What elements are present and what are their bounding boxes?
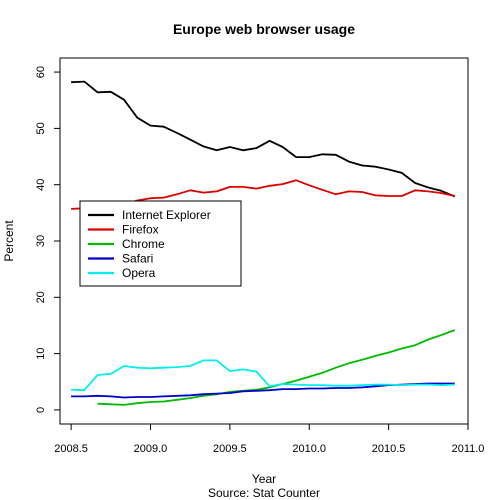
legend-label: Internet Explorer — [122, 208, 211, 222]
legend-label: Chrome — [122, 237, 165, 251]
x-tick-label: 2011.0 — [452, 443, 485, 455]
legend-label: Opera — [122, 266, 156, 280]
x-tick-label: 2009.5 — [213, 443, 247, 455]
series-line-0 — [71, 80, 456, 198]
x-axis: 2008.5 2009.0 2009.5 2010.0 2010.5 2011.0 — [54, 424, 484, 455]
legend-label: Firefox — [122, 223, 159, 237]
y-tick-label: 20 — [35, 291, 47, 303]
x-tick-label: 2010.5 — [372, 443, 406, 455]
y-tick-label: 60 — [35, 66, 47, 78]
legend: Internet ExplorerFirefoxChromeSafariOper… — [79, 200, 242, 287]
y-tick-label: 10 — [35, 347, 47, 359]
y-tick-label: 40 — [35, 179, 47, 191]
y-tick-label: 0 — [35, 407, 47, 413]
series-line-4 — [71, 359, 455, 392]
y-axis-label: Percent — [2, 220, 16, 262]
x-tick-label: 2009.0 — [134, 443, 168, 455]
chart-title: Europe web browser usage — [173, 21, 355, 37]
x-tick-label: 2010.0 — [292, 443, 326, 455]
x-tick-label: 2008.5 — [54, 443, 88, 455]
y-tick-label: 50 — [35, 122, 47, 134]
y-axis: 0 10 20 30 40 50 60 — [35, 66, 60, 413]
x-axis-label: Year — [252, 472, 276, 486]
source-note: Source: Stat Counter — [208, 486, 320, 500]
legend-label: Safari — [122, 252, 153, 266]
y-tick-label: 30 — [35, 235, 47, 247]
